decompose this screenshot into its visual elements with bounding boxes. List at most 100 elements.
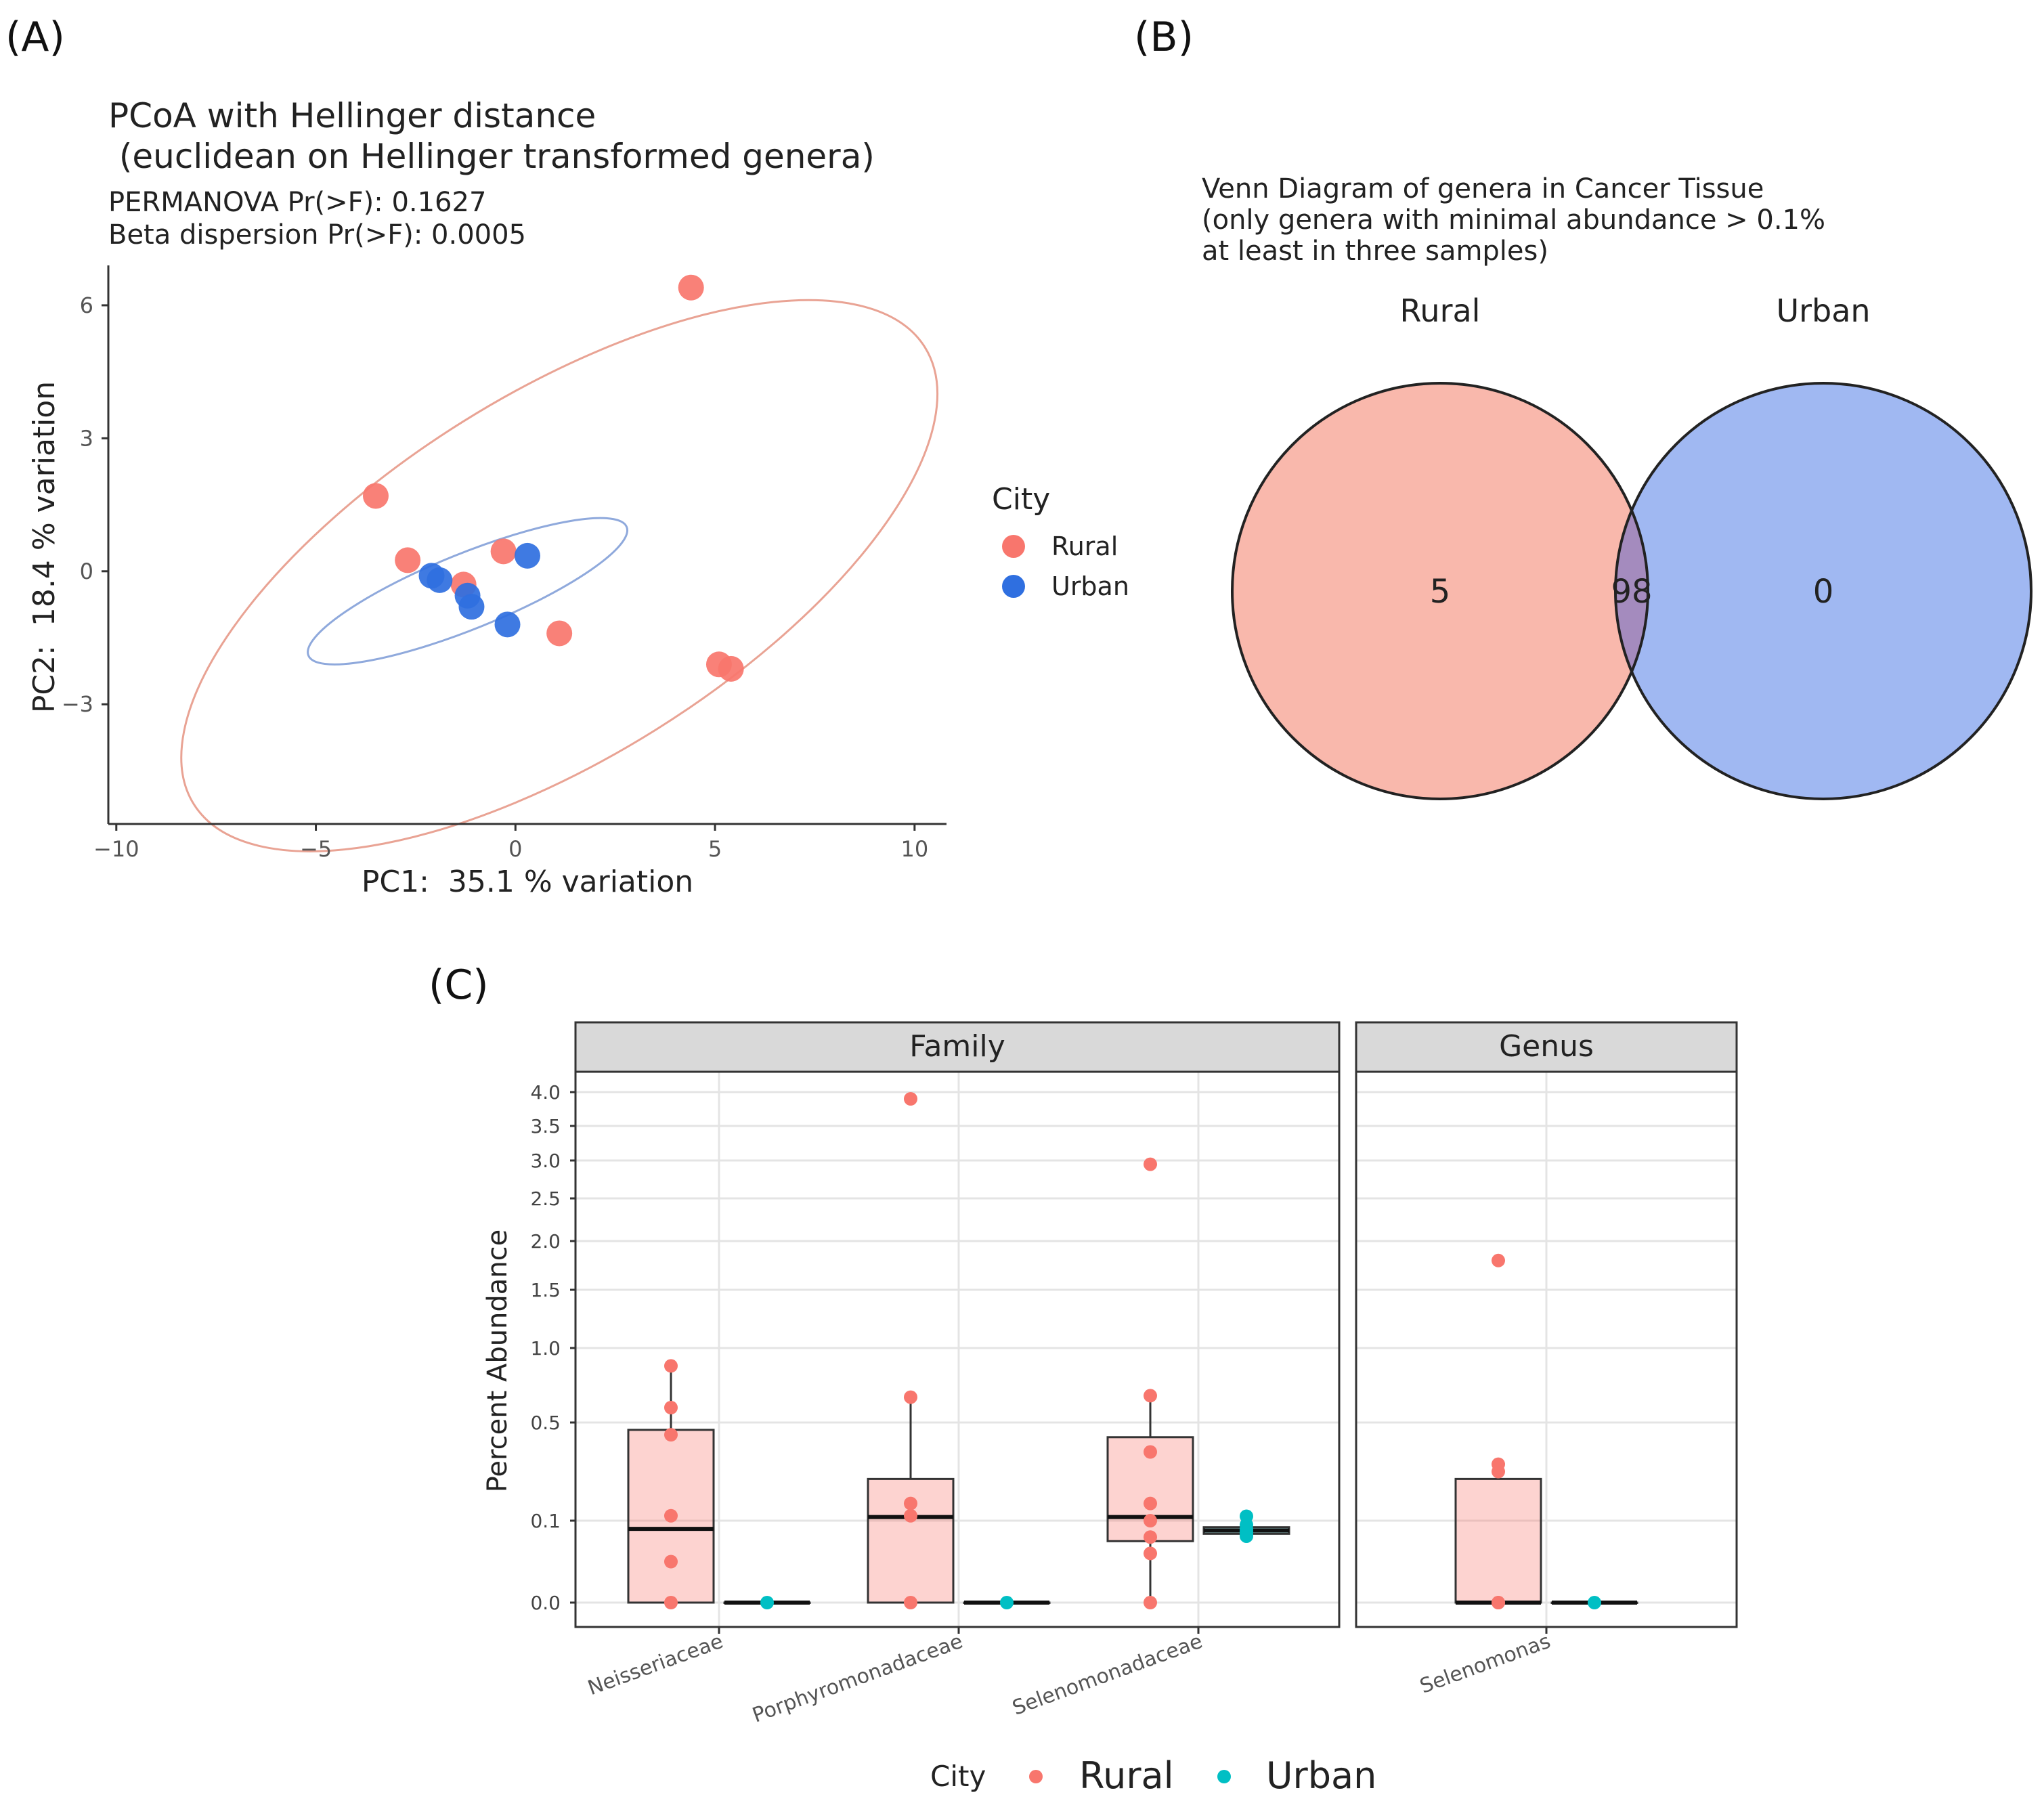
panel-label-b: (B) (1134, 14, 1194, 61)
facet-strip-family-label: Family (909, 1029, 1005, 1064)
box-x-ticks: Neisseriaceae Porphyromonadaceae Selenomon… (585, 1627, 1554, 1728)
pcoa-x-ticks: −10 −5 0 5 10 (93, 824, 928, 862)
venn-circle-rural-outline (1231, 382, 1649, 800)
pcoa-y-axis-label: PC2: 18.4 % variation (27, 381, 62, 713)
pcoa-legend-rural-label: Rural (1051, 531, 1118, 561)
box-y-tick-label: 2.0 (530, 1230, 561, 1253)
pcoa-x-tick-label: 5 (708, 836, 722, 862)
box-legend-rural-key (1029, 1770, 1043, 1783)
box-point-rural (1492, 1253, 1505, 1267)
pcoa-ellipse-rural (180, 299, 939, 852)
pcoa-point-rural (546, 620, 573, 647)
box-x-tick-label: Neisseriaceae (585, 1630, 726, 1701)
box-point-rural (1144, 1157, 1157, 1171)
pcoa-y-tick-label: 0 (80, 559, 93, 584)
pcoa-ellipse-urban (307, 517, 629, 666)
box-point-rural (1492, 1464, 1505, 1479)
pcoa-y-tick-label: 6 (80, 292, 93, 318)
pcoa-y-tick-label: −3 (62, 691, 93, 717)
box-y-tick-label: 1.5 (530, 1279, 561, 1301)
box-y-ticks: 4.0 3.5 3.0 2.5 2.0 1.5 1.0 0.5 0.1 0.0 (530, 1081, 575, 1614)
panel-c: (C) Family Genus 4.0 3.5 3.0 2.5 2.0 1.5 1.0 0.… (429, 961, 1738, 1797)
pcoa-point-rural (718, 655, 744, 682)
pcoa-point-rural (362, 483, 389, 509)
venn-title-line-1: Venn Diagram of genera in Cancer Tissue (1202, 173, 1764, 204)
facet-strip-family (574, 1021, 1341, 1073)
box-point-rural (1144, 1389, 1157, 1403)
box-point-rural (904, 1496, 917, 1511)
box-point-rural (664, 1555, 678, 1569)
box-y-axis-label: Percent Abundance (482, 1230, 513, 1493)
pcoa-x-tick-label: −5 (300, 836, 332, 862)
box-point-rural (1144, 1514, 1157, 1527)
box-point-rural (1144, 1530, 1157, 1544)
pcoa-x-axis-label: PC1: 35.1 % variation (362, 865, 693, 899)
box-point-urban (1000, 1596, 1014, 1609)
box-point-rural (664, 1401, 678, 1414)
box-point-rural (664, 1428, 678, 1442)
box-y-tick-label: 4.0 (530, 1081, 561, 1104)
box-x-tick-label: Selenomonadaceae (1009, 1630, 1206, 1720)
venn-count-intersection: 98 (1611, 573, 1652, 611)
pcoa-x-tick-label: −10 (93, 836, 139, 862)
box-point-urban (760, 1596, 774, 1609)
box-y-tick-label: 3.0 (530, 1150, 561, 1172)
box-y-tick-label: 0.5 (530, 1412, 561, 1434)
pcoa-legend-urban-label: Urban (1051, 571, 1129, 601)
panel-b: (B) Venn Diagram of genera in Cancer Tis… (1134, 14, 2032, 800)
pcoa-title: PCoA with Hellinger distance (108, 96, 596, 135)
box-legend-urban-key (1217, 1770, 1231, 1783)
box-x-tick-label: Selenomonas (1417, 1630, 1554, 1699)
box-point-rural (1144, 1546, 1157, 1561)
venn-circle-rural (1232, 383, 1648, 799)
pcoa-legend-rural-key (1002, 535, 1025, 558)
pcoa-point-urban (458, 594, 485, 620)
pcoa-point-rural (678, 274, 704, 301)
venn-title-line-3: at least in three samples) (1202, 236, 1548, 267)
facet-panel-family-border (574, 1070, 1341, 1628)
box-point-rural (904, 1508, 917, 1523)
venn-set-label-urban: Urban (1776, 292, 1870, 329)
panel-a: (A) PCoA with Hellinger distance (euclid… (5, 14, 1129, 899)
venn-title-line-2: (only genera with minimal abundance > 0.… (1202, 204, 1825, 236)
pcoa-legend-title: City (992, 482, 1050, 517)
box-point-rural (904, 1092, 917, 1106)
box-point-rural (904, 1390, 917, 1404)
box-point-rural (1144, 1496, 1157, 1511)
box-marks (627, 1092, 1638, 1609)
panel-label-a: (A) (5, 14, 65, 61)
box-point-rural (664, 1596, 678, 1609)
box-y-tick-label: 1.0 (530, 1337, 561, 1360)
pcoa-legend-urban-key (1002, 575, 1025, 598)
box-point-rural (664, 1508, 678, 1523)
pcoa-stat-permanova: PERMANOVA Pr(>F): 0.1627 (108, 187, 486, 218)
box-y-tick-label: 0.0 (530, 1592, 561, 1614)
venn-count-urban-only: 0 (1813, 573, 1834, 611)
pcoa-stat-beta-dispersion: Beta dispersion Pr(>F): 0.0005 (108, 219, 526, 251)
pcoa-point-urban (494, 611, 521, 638)
box-point-rural (904, 1596, 917, 1609)
box-y-tick-label: 0.1 (530, 1510, 561, 1532)
pcoa-subtitle: (euclidean on Hellinger transformed gene… (108, 137, 875, 176)
venn-set-label-rural: Rural (1400, 292, 1481, 329)
pcoa-ellipses (180, 299, 939, 852)
venn-circle-urban-outline (1614, 382, 2032, 800)
pcoa-point-urban (515, 542, 540, 569)
pcoa-point-urban (427, 567, 453, 593)
box-point-urban (1240, 1529, 1253, 1543)
box-legend-urban-label: Urban (1266, 1754, 1376, 1797)
box-rural (1454, 1477, 1542, 1604)
venn-count-rural-only: 5 (1430, 573, 1451, 611)
box-point-urban (1588, 1596, 1601, 1609)
panel-label-c: (C) (429, 961, 489, 1009)
pcoa-points (362, 274, 744, 682)
box-y-tick-label: 2.5 (530, 1188, 561, 1210)
box-point-rural (1492, 1596, 1505, 1609)
box-legend-title: City (930, 1760, 986, 1793)
box-point-rural (664, 1359, 678, 1373)
pcoa-point-rural (395, 547, 421, 573)
pcoa-x-tick-label: 10 (900, 836, 928, 862)
pcoa-y-ticks: 6 3 0 −3 (62, 292, 108, 717)
pcoa-x-tick-label: 0 (508, 836, 522, 862)
